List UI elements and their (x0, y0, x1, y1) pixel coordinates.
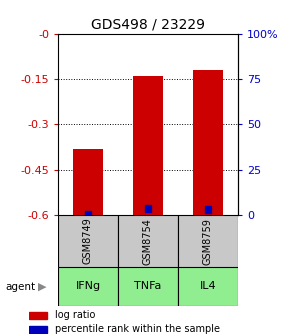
Text: agent: agent (6, 282, 36, 292)
Bar (118, 215, 178, 267)
Text: log ratio: log ratio (55, 310, 95, 321)
Bar (29, 326, 47, 333)
Bar (178, 267, 238, 306)
Text: GSM8754: GSM8754 (143, 218, 153, 264)
Bar (73, 149, 103, 215)
Bar (118, 267, 178, 306)
Text: GSM8749: GSM8749 (83, 218, 93, 264)
Bar (145, 205, 151, 212)
Title: GDS498 / 23229: GDS498 / 23229 (91, 17, 205, 31)
Bar (133, 76, 163, 215)
Bar (29, 312, 47, 319)
Bar (58, 215, 118, 267)
Bar (85, 210, 91, 218)
Bar (193, 70, 223, 215)
Text: IL4: IL4 (200, 282, 216, 291)
Bar (178, 215, 238, 267)
Text: percentile rank within the sample: percentile rank within the sample (55, 324, 220, 334)
Text: ▶: ▶ (38, 282, 46, 292)
Text: GSM8759: GSM8759 (203, 218, 213, 264)
Text: IFNg: IFNg (75, 282, 101, 291)
Bar (58, 267, 118, 306)
Bar (205, 206, 211, 213)
Text: TNFa: TNFa (134, 282, 162, 291)
